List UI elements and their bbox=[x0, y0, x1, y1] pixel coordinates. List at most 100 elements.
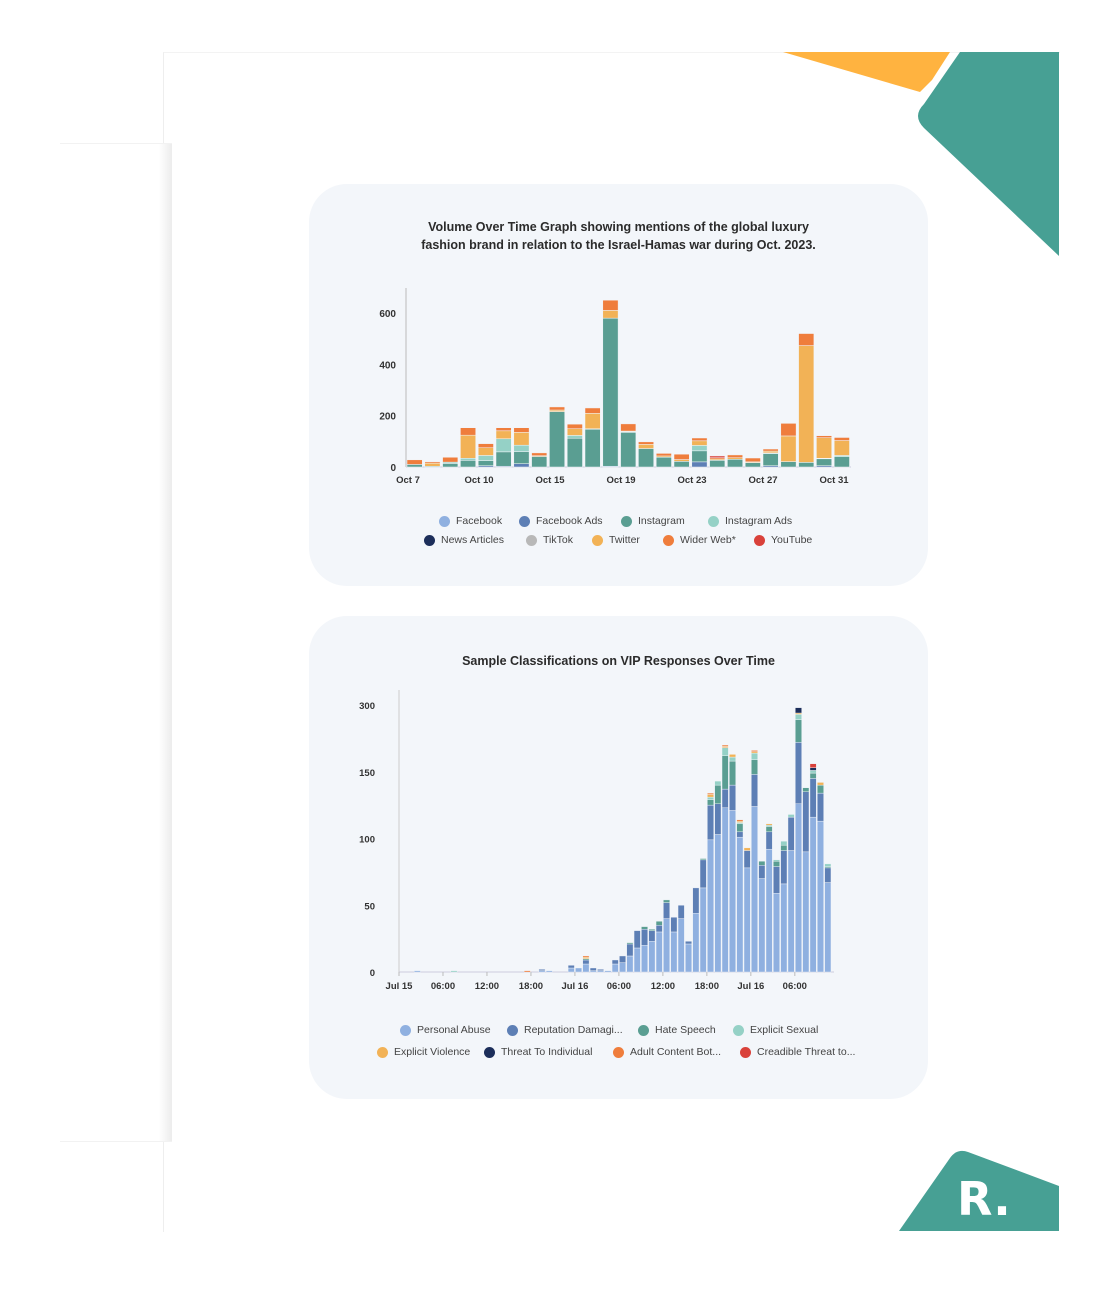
bar-segment-personal-abuse bbox=[765, 848, 773, 973]
bar-segment-reputation-damagi bbox=[670, 917, 678, 933]
bar-segment-wider-web bbox=[762, 448, 779, 452]
legend-item-threat-to-individual[interactable]: Threat To Individual bbox=[484, 1046, 592, 1058]
bar-segment-personal-abuse bbox=[589, 970, 597, 973]
legend-item-reputation-damagi[interactable]: Reputation Damagi... bbox=[507, 1024, 623, 1036]
legend-label: Adult Content Bot... bbox=[630, 1046, 722, 1058]
bar-segment-personal-abuse bbox=[736, 836, 744, 973]
legend-label: Hate Speech bbox=[655, 1024, 716, 1036]
x-tick-label: Oct 23 bbox=[677, 475, 706, 486]
bar-segment-explicit-sexual bbox=[450, 970, 458, 973]
bar-segment-personal-abuse bbox=[597, 970, 604, 973]
x-tick-label: 18:00 bbox=[519, 981, 543, 992]
legend-item-explicit-violence[interactable]: Explicit Violence bbox=[377, 1046, 470, 1058]
classification-chart-card: Sample Classifications on VIP Responses … bbox=[309, 616, 928, 1099]
legend-item-facebook[interactable]: Facebook bbox=[439, 515, 502, 527]
x-tick-label: Jul 15 bbox=[386, 981, 414, 992]
bar-segment-explicit-violence bbox=[795, 712, 802, 715]
bar-segment-reputation-damagi bbox=[611, 959, 619, 965]
bar-segment-hate-speech bbox=[758, 860, 766, 866]
bar-segment-explicit-sexual bbox=[707, 796, 714, 800]
bar-segment-explicit-violence bbox=[707, 794, 714, 798]
bar-segment-hate-speech bbox=[648, 929, 656, 931]
legend-label: Personal Abuse bbox=[417, 1024, 491, 1036]
bar-segment-hate-speech bbox=[802, 787, 810, 792]
bar-segment-reputation-damagi bbox=[743, 850, 751, 869]
bar-segment-personal-abuse bbox=[817, 820, 824, 973]
legend-label: Facebook bbox=[456, 515, 503, 527]
bar-segment-personal-abuse bbox=[641, 945, 648, 973]
bar-segment-wider-web bbox=[798, 333, 815, 346]
legend-item-creadible-threat-to[interactable]: Creadible Threat to... bbox=[740, 1046, 855, 1058]
bar-segment-adult-content-bot bbox=[736, 819, 744, 822]
legend-label: Threat To Individual bbox=[501, 1046, 593, 1058]
legend-label: Explicit Sexual bbox=[750, 1024, 819, 1036]
bar-segment-personal-abuse bbox=[802, 851, 810, 973]
bar-segment-adult-content-bot bbox=[523, 970, 531, 973]
x-tick-label: Jul 16 bbox=[561, 981, 588, 992]
y-tick-label: 50 bbox=[364, 901, 375, 912]
bar-segment-personal-abuse bbox=[685, 943, 692, 973]
bar-segment-hate-speech bbox=[780, 844, 788, 851]
legend-item-adult-content-bot[interactable]: Adult Content Bot... bbox=[613, 1046, 721, 1058]
bar-segment-threat-to-individual bbox=[809, 767, 817, 771]
bar-segment-reputation-damagi bbox=[567, 965, 575, 969]
bar-segment-personal-abuse bbox=[567, 967, 575, 973]
bar-segment-wider-web bbox=[727, 454, 743, 459]
legend-dot-icon bbox=[663, 534, 674, 546]
bar-segment-personal-abuse bbox=[604, 970, 612, 973]
bar-segment-hate-speech bbox=[721, 755, 729, 790]
teal-accent-shape bbox=[918, 52, 1059, 256]
legend-label: YouTube bbox=[771, 534, 813, 546]
bar-segment-reputation-damagi bbox=[729, 784, 736, 811]
bar-segment-explicit-sexual bbox=[765, 824, 773, 827]
bar-segment-wider-web bbox=[531, 452, 548, 456]
legend-item-hate-speech[interactable]: Hate Speech bbox=[638, 1024, 716, 1036]
legend-item-facebook-ads[interactable]: Facebook Ads bbox=[519, 515, 603, 527]
bar-segment-explicit-sexual bbox=[721, 747, 729, 756]
legend-item-news-articles[interactable]: News Articles bbox=[424, 534, 504, 546]
bar-segment-explicit-sexual bbox=[714, 780, 722, 786]
legend-label: Instagram bbox=[638, 515, 685, 527]
legend-dot-icon bbox=[484, 1046, 495, 1058]
bar-segment-reputation-damagi bbox=[597, 969, 604, 971]
legend-item-youtube[interactable]: YouTube bbox=[754, 534, 812, 546]
bar-segment-explicit-sexual bbox=[795, 714, 802, 720]
bar-segment-personal-abuse bbox=[575, 967, 582, 973]
bar-segment-hate-speech bbox=[582, 958, 590, 961]
volume-chart-card: Volume Over Time Graph showing mentions … bbox=[309, 184, 928, 586]
legend-item-instagram-ads[interactable]: Instagram Ads bbox=[708, 515, 792, 527]
legend-dot-icon bbox=[708, 515, 719, 527]
legend-item-instagram[interactable]: Instagram bbox=[621, 515, 685, 527]
legend-label: Facebook Ads bbox=[536, 515, 603, 527]
bar-segment-personal-abuse bbox=[670, 931, 678, 973]
bar-segment-explicit-violence bbox=[751, 751, 758, 754]
bar-segment-personal-abuse bbox=[787, 850, 795, 973]
bar-segment-wider-web bbox=[424, 461, 441, 464]
legend-dot-icon bbox=[526, 534, 537, 546]
legend-item-wider-web[interactable]: Wider Web* bbox=[663, 534, 736, 546]
bar-segment-wider-web bbox=[513, 427, 530, 433]
legend-label: Instagram Ads bbox=[725, 515, 793, 527]
orange-accent-shape bbox=[783, 52, 950, 92]
bar-segment-reputation-damagi bbox=[707, 804, 714, 841]
legend-item-twitter[interactable]: Twitter bbox=[592, 534, 640, 546]
x-tick-label: Oct 7 bbox=[396, 475, 420, 486]
legend-dot-icon bbox=[507, 1024, 518, 1036]
legend-item-personal-abuse[interactable]: Personal Abuse bbox=[400, 1024, 491, 1036]
bar-segment-explicit-sexual bbox=[780, 840, 788, 846]
legend-item-explicit-sexual[interactable]: Explicit Sexual bbox=[733, 1024, 818, 1036]
legend-item-tiktok[interactable]: TikTok bbox=[526, 534, 573, 546]
legend-dot-icon bbox=[613, 1046, 624, 1058]
bar-segment-reputation-damagi bbox=[765, 831, 773, 850]
legend-label: Twitter bbox=[609, 534, 640, 546]
bar-segment-personal-abuse bbox=[413, 970, 421, 973]
y-tick-label: 600 bbox=[379, 309, 396, 320]
bar-segment-wider-web bbox=[691, 437, 708, 442]
bar-segment-personal-abuse bbox=[795, 803, 802, 973]
bar-segment-personal-abuse bbox=[611, 963, 619, 973]
x-tick-label: Oct 15 bbox=[535, 475, 565, 486]
bar-segment-wider-web bbox=[638, 441, 654, 445]
